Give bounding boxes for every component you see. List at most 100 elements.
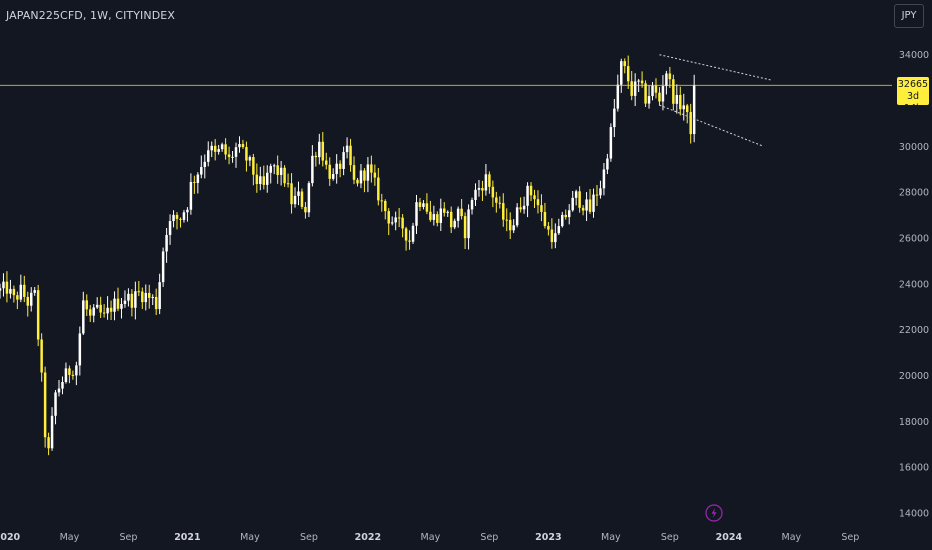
candle-body[interactable] [266,172,269,185]
candle-body[interactable] [196,174,200,183]
candle-body[interactable] [328,164,331,179]
candle-body[interactable] [227,154,231,157]
candle-body[interactable] [661,86,665,102]
candle-body[interactable] [578,191,581,208]
candle-body[interactable] [484,174,488,191]
candle-body[interactable] [519,207,522,210]
candle-body[interactable] [5,281,9,294]
candle-body[interactable] [290,183,293,205]
candle-body[interactable] [345,145,349,153]
candle-body[interactable] [352,165,356,180]
candle-body[interactable] [203,161,207,168]
candle-body[interactable] [429,211,432,220]
candle-body[interactable] [19,284,23,300]
candle-body[interactable] [689,112,692,135]
candle-body[interactable] [325,160,328,165]
candle-body[interactable] [40,339,43,373]
candle-body[interactable] [470,199,474,210]
candle-body[interactable] [279,167,283,175]
candle-body[interactable] [276,165,279,175]
candle-body[interactable] [408,240,411,242]
candle-body[interactable] [377,177,380,201]
candle-body[interactable] [488,174,491,187]
candle-body[interactable] [71,374,75,376]
candle-body[interactable] [380,200,384,202]
candle-body[interactable] [512,225,515,231]
candle-body[interactable] [168,221,172,235]
candle-body[interactable] [16,295,19,300]
candle-body[interactable] [127,293,130,301]
candle-body[interactable] [57,388,61,393]
candle-body[interactable] [47,437,50,449]
candle-body[interactable] [88,309,92,316]
candle-body[interactable] [567,210,571,218]
candle-body[interactable] [477,188,481,190]
candle-body[interactable] [95,304,99,308]
candle-body[interactable] [123,300,127,305]
candle-body[interactable] [640,80,644,84]
trend-channel-lower-line[interactable] [659,104,764,147]
candle-body[interactable] [54,392,57,416]
candle-body[interactable] [581,207,585,211]
candle-body[interactable] [540,205,543,212]
candle-body[interactable] [154,296,158,310]
candle-body[interactable] [679,94,682,110]
candle-body[interactable] [602,169,606,189]
candle-body[interactable] [456,208,460,221]
candle-body[interactable] [529,185,533,196]
candle-body[interactable] [387,211,390,224]
candle-body[interactable] [307,183,311,213]
currency-button[interactable]: JPY [894,4,924,28]
candle-body[interactable] [120,304,123,309]
candle-body[interactable] [366,164,370,181]
candle-body[interactable] [474,189,477,200]
trend-channel-upper-line[interactable] [659,54,771,81]
candle-body[interactable] [449,211,453,228]
candle-body[interactable] [220,144,224,150]
candle-body[interactable] [342,152,345,169]
candle-body[interactable] [99,304,102,313]
candle-body[interactable] [213,145,217,152]
candle-body[interactable] [404,228,408,241]
candle-body[interactable] [179,218,182,220]
candle-body[interactable] [234,147,238,157]
candle-body[interactable] [238,144,241,148]
candle-body[interactable] [547,226,550,230]
candle-body[interactable] [592,194,595,212]
candle-body[interactable] [186,209,189,213]
candle-body[interactable] [401,217,404,229]
candle-body[interactable] [609,127,613,159]
candle-body[interactable] [262,176,266,185]
candle-body[interactable] [613,108,616,128]
candle-body[interactable] [137,291,141,293]
candle-body[interactable] [293,195,297,205]
candle-body[interactable] [498,202,502,204]
candle-body[interactable] [193,181,196,183]
candle-body[interactable] [557,226,561,234]
candle-body[interactable] [415,202,418,226]
candle-body[interactable] [68,368,71,375]
candle-body[interactable] [335,163,338,175]
candle-body[interactable] [533,195,536,200]
candle-body[interactable] [200,167,203,175]
candle-body[interactable] [2,281,5,289]
candle-body[interactable] [505,219,508,221]
candle-body[interactable] [9,288,12,294]
candle-body[interactable] [373,172,377,178]
candle-body[interactable] [50,415,54,449]
candle-body[interactable] [134,291,137,308]
candle-body[interactable] [418,202,422,207]
candle-body[interactable] [331,174,335,179]
candle-body[interactable] [300,191,304,207]
candle-body[interactable] [453,220,456,228]
candle-body[interactable] [283,167,286,184]
candle-body[interactable] [304,206,307,213]
candle-body[interactable] [620,61,623,85]
candle-body[interactable] [665,73,668,87]
candle-body[interactable] [12,288,16,296]
candle-body[interactable] [286,183,290,185]
candle-body[interactable] [595,194,599,196]
candle-body[interactable] [338,163,342,169]
candle-body[interactable] [217,149,220,152]
candle-body[interactable] [606,158,609,170]
